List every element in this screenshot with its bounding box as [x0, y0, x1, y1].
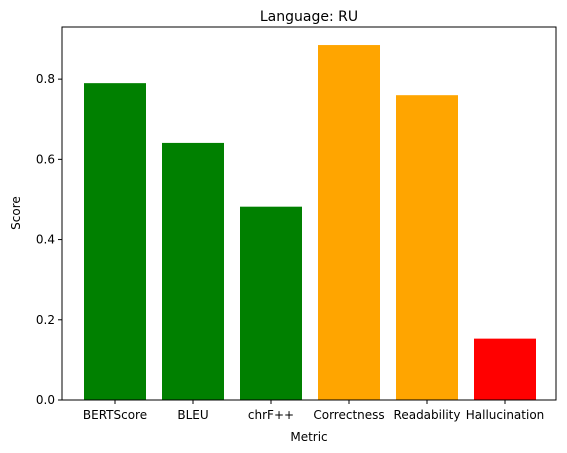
bar-hallucination — [474, 338, 536, 400]
y-tick-label: 0.6 — [36, 152, 55, 166]
y-tick-label: 0.4 — [36, 233, 55, 247]
x-tick-label: BERTScore — [83, 408, 147, 422]
x-tick-label: Readability — [394, 408, 461, 422]
chart-title: Language: RU — [260, 9, 358, 25]
x-axis-label: Metric — [290, 430, 327, 444]
plot-frame — [61, 26, 557, 401]
y-tick-label: 0.2 — [36, 313, 55, 327]
x-tick-label: BLEU — [177, 408, 208, 422]
bar-readability — [396, 95, 458, 400]
x-tick-label: Hallucination — [466, 408, 545, 422]
y-tick-label: 0.8 — [36, 72, 55, 86]
bar-bertscore — [84, 83, 146, 400]
x-tick-label: Correctness — [313, 408, 384, 422]
bar-bleu — [162, 142, 224, 400]
bar-chrf- — [240, 206, 302, 400]
x-tick-label: chrF++ — [248, 408, 294, 422]
bar-correctness — [318, 45, 380, 400]
y-tick-label: 0.0 — [36, 393, 55, 407]
y-axis-label: Score — [9, 196, 23, 230]
